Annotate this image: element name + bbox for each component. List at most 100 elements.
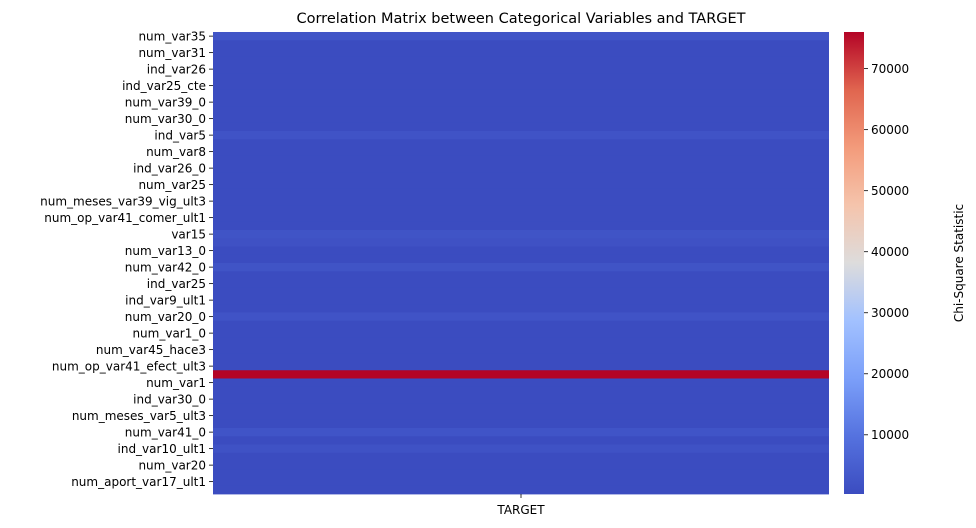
y-tick-label: ind_var10_ult1 — [118, 442, 207, 456]
heatmap-cell — [213, 378, 829, 388]
heatmap-cell — [213, 469, 829, 478]
heatmap-cell — [213, 122, 829, 132]
colorbar-tick-label: 50000 — [871, 184, 909, 198]
y-tick-label: ind_var9_ult1 — [125, 293, 206, 307]
heatmap-cell — [213, 263, 829, 272]
colorbar-tick-label: 40000 — [871, 245, 909, 259]
heatmap-cell — [213, 304, 829, 313]
heatmap-cell — [213, 32, 829, 41]
heatmap-cell — [213, 279, 829, 289]
y-tick-label: num_var25 — [138, 178, 206, 192]
y-tick-label: num_var8 — [146, 145, 206, 159]
heatmap-cell — [213, 147, 829, 157]
y-tick-label: num_var39_0 — [125, 95, 206, 109]
y-tick-label: num_var35 — [138, 29, 206, 43]
y-tick-label: ind_var25 — [147, 277, 206, 291]
y-tick-label: num_op_var41_efect_ult3 — [52, 359, 206, 373]
heatmap-cell — [213, 230, 829, 239]
heatmap-cell — [213, 353, 829, 363]
heatmap-cell — [213, 477, 829, 487]
heatmap-cell — [213, 395, 829, 404]
heatmap-cell — [213, 98, 829, 107]
x-axis-ticks: TARGET — [496, 494, 545, 517]
y-tick-label: num_aport_var17_ult1 — [71, 475, 206, 489]
y-tick-label: num_meses_var39_vig_ult3 — [40, 194, 206, 208]
y-tick-label: ind_var25_cte — [122, 79, 206, 93]
heatmap-cell — [213, 56, 829, 66]
y-tick-label: num_meses_var5_ult3 — [72, 409, 206, 423]
heatmap-cell — [213, 362, 829, 371]
colorbar-label: Chi-Square Statistic — [952, 204, 966, 322]
y-tick-label: num_var42_0 — [125, 260, 206, 274]
y-tick-label: num_var1_0 — [132, 326, 206, 340]
y-tick-label: num_var13_0 — [125, 244, 206, 258]
heatmap-cell — [213, 246, 829, 256]
heatmap-cell — [213, 345, 829, 355]
colorbar-tick-label: 30000 — [871, 306, 909, 320]
heatmap-cell — [213, 106, 829, 115]
heatmap-cell — [213, 296, 829, 305]
x-tick-label: TARGET — [496, 503, 545, 517]
y-tick-label: num_var31 — [138, 46, 206, 60]
heatmap-cell — [213, 436, 829, 445]
heatmap-cell — [213, 205, 829, 214]
colorbar-tick-label: 10000 — [871, 428, 909, 442]
colorbar-tick-label: 60000 — [871, 123, 909, 137]
heatmap-cell — [213, 329, 829, 338]
colorbar-tick-label: 20000 — [871, 367, 909, 381]
colorbar-tick-label: 70000 — [871, 62, 909, 76]
heatmap-cell — [213, 485, 829, 495]
heatmap-cell — [213, 164, 829, 173]
y-tick-label: ind_var5 — [154, 128, 206, 142]
heatmap-cell — [213, 114, 829, 124]
heatmap-cell — [213, 312, 829, 322]
y-tick-label: num_var20_0 — [125, 310, 206, 324]
y-tick-label: num_op_var41_comer_ult1 — [44, 211, 206, 225]
y-tick-label: ind_var26_0 — [133, 161, 206, 175]
heatmap-cell — [213, 89, 829, 99]
heatmap-cell — [213, 370, 829, 379]
heatmap-cell — [213, 172, 829, 181]
heatmap-cell — [213, 444, 829, 454]
chart-title: Correlation Matrix between Categorical V… — [296, 11, 745, 27]
heatmap-cell — [213, 81, 829, 91]
heatmap-cell — [213, 287, 829, 297]
heatmap-cell — [213, 221, 829, 231]
heatmap-cell — [213, 188, 829, 198]
heatmap-cell — [213, 428, 829, 437]
heatmap-cell — [213, 337, 829, 346]
heatmap-cell — [213, 213, 829, 223]
y-tick-label: ind_var30_0 — [133, 392, 206, 406]
y-axis-ticks: num_var35 num_var31 ind_var26 ind_var25_cte… — [40, 29, 213, 489]
heatmap-cell — [213, 271, 829, 280]
heatmap-cells — [213, 32, 829, 495]
heatmap-cell — [213, 419, 829, 429]
heatmap-cell — [213, 452, 829, 462]
y-tick-label: var15 — [171, 227, 206, 241]
heatmap-cell — [213, 461, 829, 470]
y-tick-label: num_var20 — [138, 458, 206, 472]
heatmap-cell — [213, 238, 829, 247]
y-tick-label: ind_var26 — [147, 62, 206, 76]
heatmap-cell — [213, 320, 829, 330]
y-tick-label: num_var41_0 — [125, 425, 206, 439]
heatmap-cell — [213, 48, 829, 58]
heatmap-cell — [213, 386, 829, 396]
heatmap-cell — [213, 155, 829, 165]
y-tick-label: num_var1 — [146, 376, 206, 390]
heatmap-cell — [213, 139, 829, 148]
heatmap-cell — [213, 197, 829, 206]
heatmap-cell — [213, 65, 829, 74]
heatmap-cell — [213, 254, 829, 264]
heatmap-cell — [213, 73, 829, 82]
y-tick-label: num_var30_0 — [125, 112, 206, 126]
colorbar — [844, 32, 864, 494]
colorbar-ticks: 10000 20000 30000 40000 50000 60000 70000 — [864, 62, 909, 442]
heatmap-cell — [213, 40, 829, 49]
heatmap-cell — [213, 403, 829, 412]
heatmap-cell — [213, 411, 829, 421]
heatmap-cell — [213, 180, 829, 190]
y-tick-label: num_var45_hace3 — [96, 343, 206, 357]
heatmap-cell — [213, 131, 829, 140]
